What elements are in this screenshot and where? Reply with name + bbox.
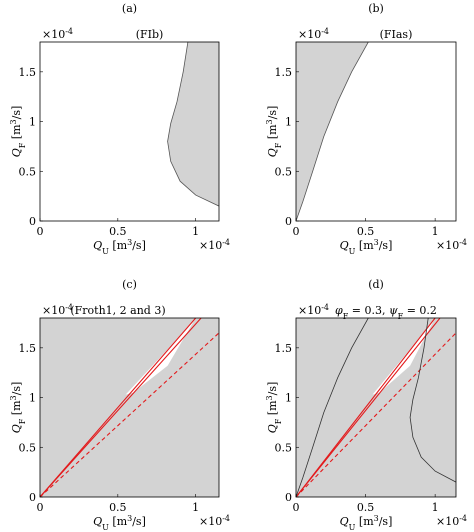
y-axis-label: QF [m3/s] (265, 106, 283, 158)
y-tick-label: 0.5 (275, 441, 293, 454)
y-tick-label: 0 (285, 215, 292, 228)
shaded-region (296, 318, 456, 497)
chart-title: (FIas) (380, 28, 413, 41)
y-tick-label: 1.5 (19, 66, 37, 79)
x-exponent-label: ×10-4 (436, 514, 467, 529)
x-exponent-label: ×10-4 (199, 238, 230, 253)
panel-label: (b) (368, 2, 384, 15)
x-exponent-label: ×10-4 (436, 238, 467, 253)
series-line-2 (296, 318, 436, 497)
chart-title: (Froth1, 2 and 3) (70, 304, 165, 317)
y-tick-label: 1 (29, 116, 36, 129)
series-line-3 (296, 332, 456, 497)
x-axis-label: QU [m3/s] (93, 238, 146, 256)
region-boundary (296, 42, 369, 221)
x-tick-label: 0.5 (109, 501, 127, 514)
y-exponent-label: ×10-4 (42, 27, 73, 42)
plot-area (296, 42, 369, 221)
chart-title: (FIb) (136, 28, 164, 41)
x-exponent-label: ×10-4 (199, 514, 230, 529)
shaded-region (167, 42, 219, 207)
x-tick-label: 1 (192, 501, 199, 514)
y-axis-label: QF [m3/s] (265, 382, 283, 434)
y-tick-label: 1 (285, 392, 292, 405)
y-axis-label: QF [m3/s] (9, 106, 27, 158)
axes-box (39, 41, 220, 222)
axes-box (295, 317, 457, 498)
y-tick-label: 1.5 (275, 342, 293, 355)
x-tick-label: 0.5 (109, 225, 127, 238)
plot-area (167, 42, 219, 207)
x-tick-label: 1 (432, 225, 439, 238)
chart-title: φF = 0.3, ψF = 0.2 (335, 304, 437, 321)
panel-label: (a) (122, 2, 137, 15)
panel-label: (d) (368, 278, 384, 291)
series-line-4 (296, 318, 369, 497)
y-tick-label: 1 (285, 116, 292, 129)
chart-panel-3: 0 0.5 1 0 0.5 1 1.5 ×10-4 ×10-4 QU [m3/s] QF [m3/s… (9, 278, 231, 532)
series-line-1 (40, 318, 202, 497)
x-tick-label: 0.5 (357, 225, 375, 238)
y-tick-label: 0 (285, 491, 292, 504)
x-tick-label: 0 (293, 501, 300, 514)
series-line-3 (40, 332, 219, 497)
chart-panel-2: 0 0.5 1 0 0.5 1 1.5 ×10-4 ×10-4 QU [m3/s] QF [m3/s… (265, 2, 468, 256)
series-line-1 (296, 318, 441, 497)
x-tick-label: 0 (37, 225, 44, 238)
x-axis-label: QU [m3/s] (340, 514, 393, 532)
chart-panel-4: 0 0.5 1 0 0.5 1 1.5 ×10-4 ×10-4 QU [m3/s] QF [m3/s… (265, 278, 468, 532)
x-tick-label: 0.5 (357, 501, 375, 514)
series-line-2 (40, 318, 197, 497)
chart-panel-1: 0 0.5 1 0 0.5 1 1.5 ×10-4 ×10-4 QU [m3/s] QF [m3/s… (9, 2, 231, 256)
plot-area (296, 318, 456, 497)
panel-label: (c) (122, 278, 137, 291)
axes-box (39, 317, 220, 498)
y-tick-label: 1 (29, 392, 36, 405)
y-tick-label: 0.5 (19, 165, 37, 178)
x-tick-label: 0 (37, 501, 44, 514)
y-tick-label: 0 (29, 491, 36, 504)
shaded-region (296, 42, 369, 221)
x-axis-label: QU [m3/s] (340, 238, 393, 256)
y-tick-label: 0.5 (19, 441, 37, 454)
x-tick-label: 1 (192, 225, 199, 238)
axes-box (295, 41, 457, 222)
shaded-region (40, 318, 219, 497)
y-tick-label: 1.5 (19, 342, 37, 355)
y-exponent-label: ×10-4 (42, 303, 73, 318)
y-exponent-label: ×10-4 (298, 303, 329, 318)
y-exponent-label: ×10-4 (298, 27, 329, 42)
y-tick-label: 1.5 (275, 66, 293, 79)
series-line-5 (409, 318, 456, 483)
x-axis-label: QU [m3/s] (93, 514, 146, 532)
y-tick-label: 0 (29, 215, 36, 228)
x-tick-label: 1 (432, 501, 439, 514)
plot-area (40, 318, 219, 497)
region-boundary (167, 42, 219, 207)
x-tick-label: 0 (293, 225, 300, 238)
y-axis-label: QF [m3/s] (9, 382, 27, 434)
y-tick-label: 0.5 (275, 165, 293, 178)
